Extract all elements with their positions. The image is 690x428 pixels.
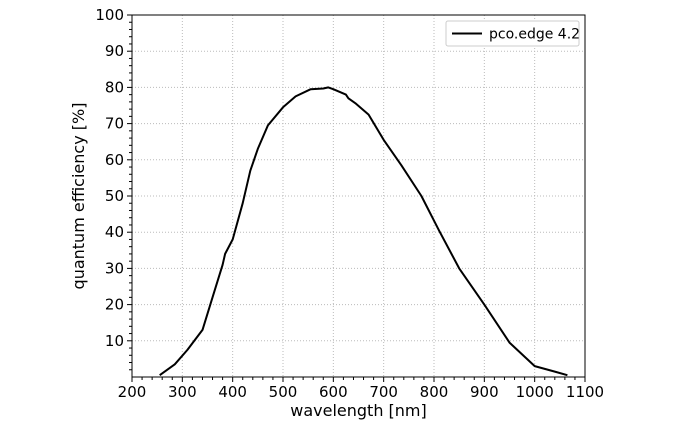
y-tick-label: 40 (105, 223, 124, 241)
grid-lines (132, 15, 585, 377)
x-tick-label: 800 (420, 383, 449, 401)
y-tick-label: 50 (105, 187, 124, 205)
legend-box (445, 20, 580, 47)
legend-label: pco.edge 4.2 (489, 27, 580, 43)
series-line-0 (159, 86, 568, 377)
plot-frame (131, 14, 586, 378)
x-tick-label: 700 (369, 383, 398, 401)
y-tick-label: 90 (105, 42, 124, 60)
x-tick-label: 1100 (566, 383, 604, 401)
x-tick-label: 300 (168, 383, 197, 401)
axis-ticks: 200 300 400 500 600 700 800 900 1000 1100 10 20 30 40… (95, 6, 604, 401)
y-tick-label: 20 (105, 296, 124, 314)
y-tick-label: 60 (105, 151, 124, 169)
x-tick-label: 1000 (516, 383, 554, 401)
x-tick-label: 200 (118, 383, 147, 401)
y-axis-label: quantum efficiency [%] (69, 103, 88, 290)
series-layer (159, 86, 568, 377)
x-axis-label: wavelength [nm] (290, 401, 427, 420)
y-tick-label: 70 (105, 115, 124, 133)
y-tick-label: 100 (95, 6, 124, 24)
x-tick-label: 500 (269, 383, 298, 401)
y-tick-label: 80 (105, 78, 124, 96)
legend: pco.edge 4.2 (445, 20, 580, 47)
y-tick-label: 10 (105, 332, 124, 350)
x-tick-label: 600 (319, 383, 348, 401)
x-tick-label: 400 (218, 383, 247, 401)
x-tick-label: 900 (470, 383, 499, 401)
y-tick-label: 30 (105, 259, 124, 277)
